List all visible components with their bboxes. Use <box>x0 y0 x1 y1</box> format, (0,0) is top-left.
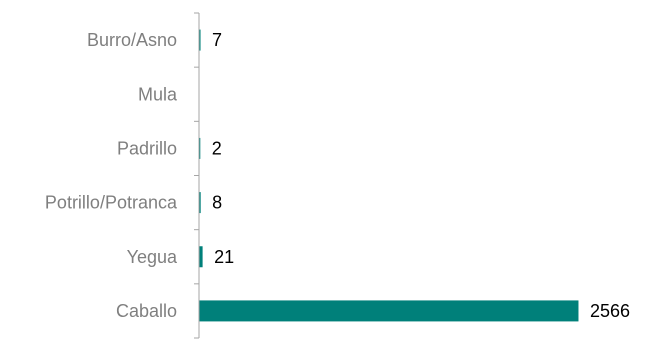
data-label: 2566 <box>590 301 630 321</box>
data-label: 7 <box>212 30 222 50</box>
data-label: 21 <box>214 247 234 267</box>
category-labels: Burro/Asno Mula Padrillo Potrillo/Potranca Y… <box>45 30 178 321</box>
bar <box>199 246 203 268</box>
bar <box>199 192 201 214</box>
data-labels: 7 2 8 21 2566 <box>212 30 630 321</box>
category-axis-ticks <box>194 12 199 339</box>
category-label: Caballo <box>116 301 177 321</box>
data-label: 2 <box>212 138 222 158</box>
data-label: 8 <box>212 193 222 213</box>
bars-group <box>199 29 579 322</box>
category-label: Potrillo/Potranca <box>45 193 178 213</box>
category-label: Padrillo <box>117 138 177 158</box>
bar <box>199 300 579 322</box>
bar <box>199 29 201 51</box>
bar <box>199 137 201 159</box>
category-label: Mula <box>138 84 178 104</box>
category-label: Yegua <box>127 247 178 267</box>
category-label: Burro/Asno <box>87 30 177 50</box>
